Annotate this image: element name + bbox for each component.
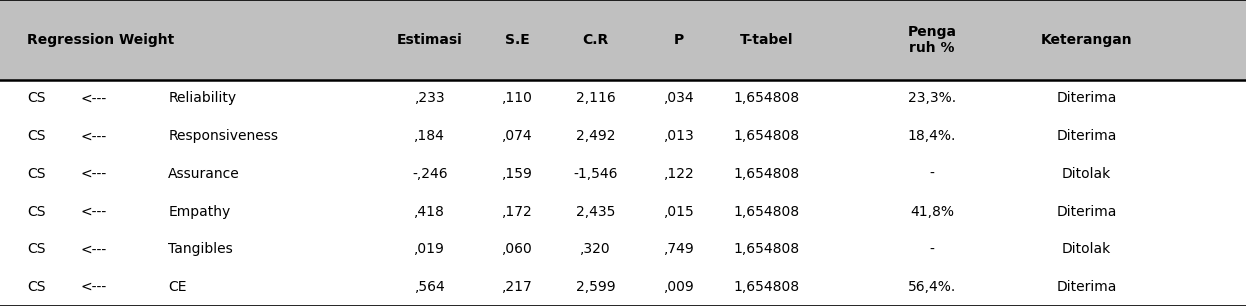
Text: Diterima: Diterima bbox=[1057, 280, 1116, 294]
Text: ,060: ,060 bbox=[502, 242, 532, 256]
Text: ,184: ,184 bbox=[415, 129, 445, 143]
Text: 41,8%: 41,8% bbox=[910, 205, 954, 219]
Text: Diterima: Diterima bbox=[1057, 91, 1116, 106]
Text: Diterima: Diterima bbox=[1057, 129, 1116, 143]
Text: ,013: ,013 bbox=[664, 129, 694, 143]
Text: Ditolak: Ditolak bbox=[1062, 167, 1111, 181]
Text: ,019: ,019 bbox=[415, 242, 445, 256]
Text: ,320: ,320 bbox=[581, 242, 611, 256]
Text: 23,3%.: 23,3%. bbox=[908, 91, 956, 106]
Text: 1,654808: 1,654808 bbox=[733, 129, 800, 143]
Text: ,159: ,159 bbox=[502, 167, 532, 181]
Text: <---: <--- bbox=[80, 129, 107, 143]
Text: CE: CE bbox=[168, 280, 187, 294]
Text: 1,654808: 1,654808 bbox=[733, 205, 800, 219]
Text: ,009: ,009 bbox=[664, 280, 694, 294]
Text: <---: <--- bbox=[80, 167, 107, 181]
Text: Regression Weight: Regression Weight bbox=[27, 33, 174, 47]
Text: -: - bbox=[930, 167, 934, 181]
Text: CS: CS bbox=[27, 280, 46, 294]
Text: CS: CS bbox=[27, 129, 46, 143]
Text: <---: <--- bbox=[80, 280, 107, 294]
Text: 1,654808: 1,654808 bbox=[733, 280, 800, 294]
Text: ,015: ,015 bbox=[664, 205, 694, 219]
Bar bbox=[0, 80, 1246, 117]
Text: CS: CS bbox=[27, 242, 46, 256]
Text: Ditolak: Ditolak bbox=[1062, 242, 1111, 256]
Text: -: - bbox=[930, 242, 934, 256]
Text: ,172: ,172 bbox=[502, 205, 532, 219]
Text: ,564: ,564 bbox=[415, 280, 445, 294]
Text: 2,599: 2,599 bbox=[576, 280, 616, 294]
Bar bbox=[0, 155, 1246, 193]
Text: C.R: C.R bbox=[582, 33, 609, 47]
Text: P: P bbox=[674, 33, 684, 47]
Text: CS: CS bbox=[27, 167, 46, 181]
Text: Tangibles: Tangibles bbox=[168, 242, 233, 256]
Bar bbox=[0, 117, 1246, 155]
Text: ,749: ,749 bbox=[664, 242, 694, 256]
Text: Assurance: Assurance bbox=[168, 167, 240, 181]
Text: 56,4%.: 56,4%. bbox=[908, 280, 956, 294]
Bar bbox=[0, 230, 1246, 268]
Text: ,034: ,034 bbox=[664, 91, 694, 106]
Text: Penga
ruh %: Penga ruh % bbox=[907, 25, 957, 55]
Text: ,233: ,233 bbox=[415, 91, 445, 106]
Text: Estimasi: Estimasi bbox=[397, 33, 462, 47]
Text: CS: CS bbox=[27, 91, 46, 106]
Text: 1,654808: 1,654808 bbox=[733, 242, 800, 256]
Text: S.E: S.E bbox=[505, 33, 530, 47]
Text: ,110: ,110 bbox=[502, 91, 532, 106]
Text: Empathy: Empathy bbox=[168, 205, 231, 219]
Text: 1,654808: 1,654808 bbox=[733, 91, 800, 106]
Text: Diterima: Diterima bbox=[1057, 205, 1116, 219]
Bar bbox=[0, 0, 1246, 80]
Bar bbox=[0, 193, 1246, 230]
Bar bbox=[0, 268, 1246, 306]
Text: Responsiveness: Responsiveness bbox=[168, 129, 278, 143]
Text: <---: <--- bbox=[80, 91, 107, 106]
Text: 2,492: 2,492 bbox=[576, 129, 616, 143]
Text: 18,4%.: 18,4%. bbox=[908, 129, 956, 143]
Text: -,246: -,246 bbox=[412, 167, 447, 181]
Text: ,122: ,122 bbox=[664, 167, 694, 181]
Text: T-tabel: T-tabel bbox=[740, 33, 792, 47]
Text: -1,546: -1,546 bbox=[573, 167, 618, 181]
Text: 1,654808: 1,654808 bbox=[733, 167, 800, 181]
Text: ,217: ,217 bbox=[502, 280, 532, 294]
Text: 2,435: 2,435 bbox=[576, 205, 616, 219]
Text: <---: <--- bbox=[80, 242, 107, 256]
Text: <---: <--- bbox=[80, 205, 107, 219]
Text: ,074: ,074 bbox=[502, 129, 532, 143]
Text: ,418: ,418 bbox=[415, 205, 445, 219]
Text: 2,116: 2,116 bbox=[576, 91, 616, 106]
Text: Keterangan: Keterangan bbox=[1040, 33, 1133, 47]
Text: CS: CS bbox=[27, 205, 46, 219]
Text: Reliability: Reliability bbox=[168, 91, 237, 106]
